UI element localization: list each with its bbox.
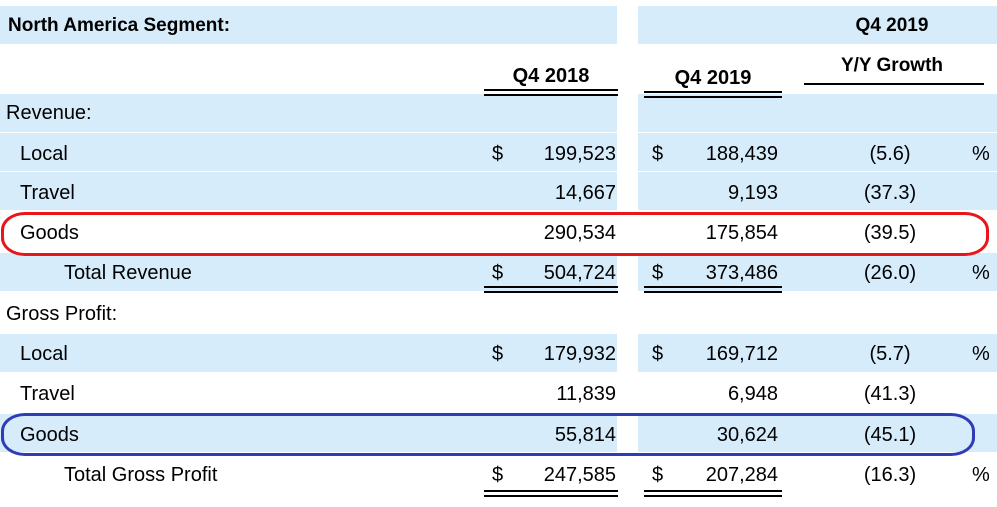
currency-symbol: $ bbox=[652, 143, 664, 165]
total-revenue-2019-line-2 bbox=[644, 291, 782, 293]
value-q4-2019: 30,624 bbox=[716, 424, 778, 446]
row-band-revenue-r bbox=[638, 94, 997, 132]
value-q4-2018: 11,839 bbox=[556, 383, 616, 405]
value-q4-2019: 9,193 bbox=[727, 182, 778, 204]
row-band-gp-local-r bbox=[638, 334, 997, 372]
currency-symbol: $ bbox=[492, 143, 504, 165]
header-band-right bbox=[638, 6, 997, 44]
percent-sign: % bbox=[972, 143, 990, 165]
value-yy-growth: (5.7) bbox=[869, 343, 911, 365]
row-label: Goods bbox=[20, 222, 79, 244]
gross-profit-goods-highlight-oval bbox=[1, 413, 975, 456]
total-revenue-2018-line-2 bbox=[484, 291, 618, 293]
value-q4-2019: 175,854 bbox=[705, 222, 778, 244]
value-yy-growth: (16.3) bbox=[863, 464, 917, 486]
value-q4-2019: 188,439 bbox=[705, 143, 778, 165]
percent-sign: % bbox=[972, 262, 990, 284]
row-label: Goods bbox=[20, 424, 79, 446]
col-header-q4-2019: Q4 2019 bbox=[674, 67, 752, 89]
currency-symbol: $ bbox=[492, 343, 504, 365]
yy-growth-underline bbox=[804, 83, 984, 85]
value-q4-2018: 179,932 bbox=[543, 343, 616, 365]
row-label: Travel bbox=[20, 383, 75, 405]
row-band-rev-total-r bbox=[638, 253, 997, 291]
currency-symbol: $ bbox=[652, 464, 664, 486]
table-title: North America Segment: bbox=[8, 15, 231, 36]
col-header-q4-2019-top: Q4 2019 bbox=[855, 15, 929, 36]
row-label: Local bbox=[20, 343, 68, 365]
currency-symbol: $ bbox=[492, 262, 504, 284]
q4-2018-header-line-1 bbox=[484, 89, 618, 91]
value-q4-2018: 14,667 bbox=[554, 182, 616, 204]
row-band-revenue bbox=[0, 94, 617, 132]
row-label-total: Total Gross Profit bbox=[64, 464, 218, 486]
value-q4-2018: 290,534 bbox=[543, 222, 616, 244]
value-q4-2018: 199,523 bbox=[543, 143, 616, 165]
total-gp-2019-line-1 bbox=[644, 490, 782, 492]
total-gp-2018-line-1 bbox=[484, 490, 618, 492]
total-revenue-2019-line-1 bbox=[644, 286, 782, 288]
revenue-goods-highlight-oval bbox=[1, 212, 989, 256]
row-band-rev-total bbox=[0, 253, 617, 291]
value-q4-2019: 373,486 bbox=[705, 262, 778, 284]
q4-2019-header-line-2 bbox=[644, 96, 782, 98]
value-yy-growth: (26.0) bbox=[863, 262, 917, 284]
value-yy-growth: (41.3) bbox=[863, 383, 917, 405]
row-label: Local bbox=[20, 143, 68, 165]
value-q4-2018: 504,724 bbox=[543, 262, 616, 284]
value-yy-growth: (45.1) bbox=[863, 424, 917, 446]
total-gp-2019-line-2 bbox=[644, 495, 782, 497]
percent-sign: % bbox=[972, 343, 990, 365]
row-label: Travel bbox=[20, 182, 75, 204]
row-band-gp-goods bbox=[0, 414, 617, 452]
value-q4-2018: 247,585 bbox=[543, 464, 616, 486]
row-band-rev-travel-r bbox=[638, 172, 997, 210]
currency-symbol: $ bbox=[492, 464, 504, 486]
value-q4-2019: 169,712 bbox=[705, 343, 778, 365]
q4-2018-header-line-2 bbox=[484, 94, 618, 96]
row-band-gp-local bbox=[0, 334, 617, 372]
q4-2019-header-line-1 bbox=[644, 91, 782, 93]
total-revenue-2018-line-1 bbox=[484, 286, 618, 288]
value-yy-growth: (37.3) bbox=[863, 182, 917, 204]
currency-symbol: $ bbox=[652, 262, 664, 284]
row-band-rev-travel bbox=[0, 172, 617, 210]
section-gross-profit: Gross Profit: bbox=[6, 303, 118, 325]
row-band-rev-local bbox=[0, 133, 617, 171]
value-q4-2019: 207,284 bbox=[705, 464, 778, 486]
col-header-yy-growth: Y/Y Growth bbox=[840, 55, 944, 76]
value-yy-growth: (39.5) bbox=[863, 222, 917, 244]
percent-sign: % bbox=[972, 464, 990, 486]
section-revenue: Revenue: bbox=[6, 102, 92, 124]
row-band-rev-local-r bbox=[638, 133, 997, 171]
title-band bbox=[0, 6, 617, 44]
col-header-q4-2018: Q4 2018 bbox=[512, 65, 590, 87]
currency-symbol: $ bbox=[652, 343, 664, 365]
row-label-total: Total Revenue bbox=[64, 262, 192, 284]
total-gp-2018-line-2 bbox=[484, 495, 618, 497]
row-band-gp-goods-r bbox=[638, 414, 997, 452]
value-yy-growth: (5.6) bbox=[869, 143, 911, 165]
value-q4-2018: 55,814 bbox=[554, 424, 616, 446]
value-q4-2019: 6,948 bbox=[727, 383, 778, 405]
